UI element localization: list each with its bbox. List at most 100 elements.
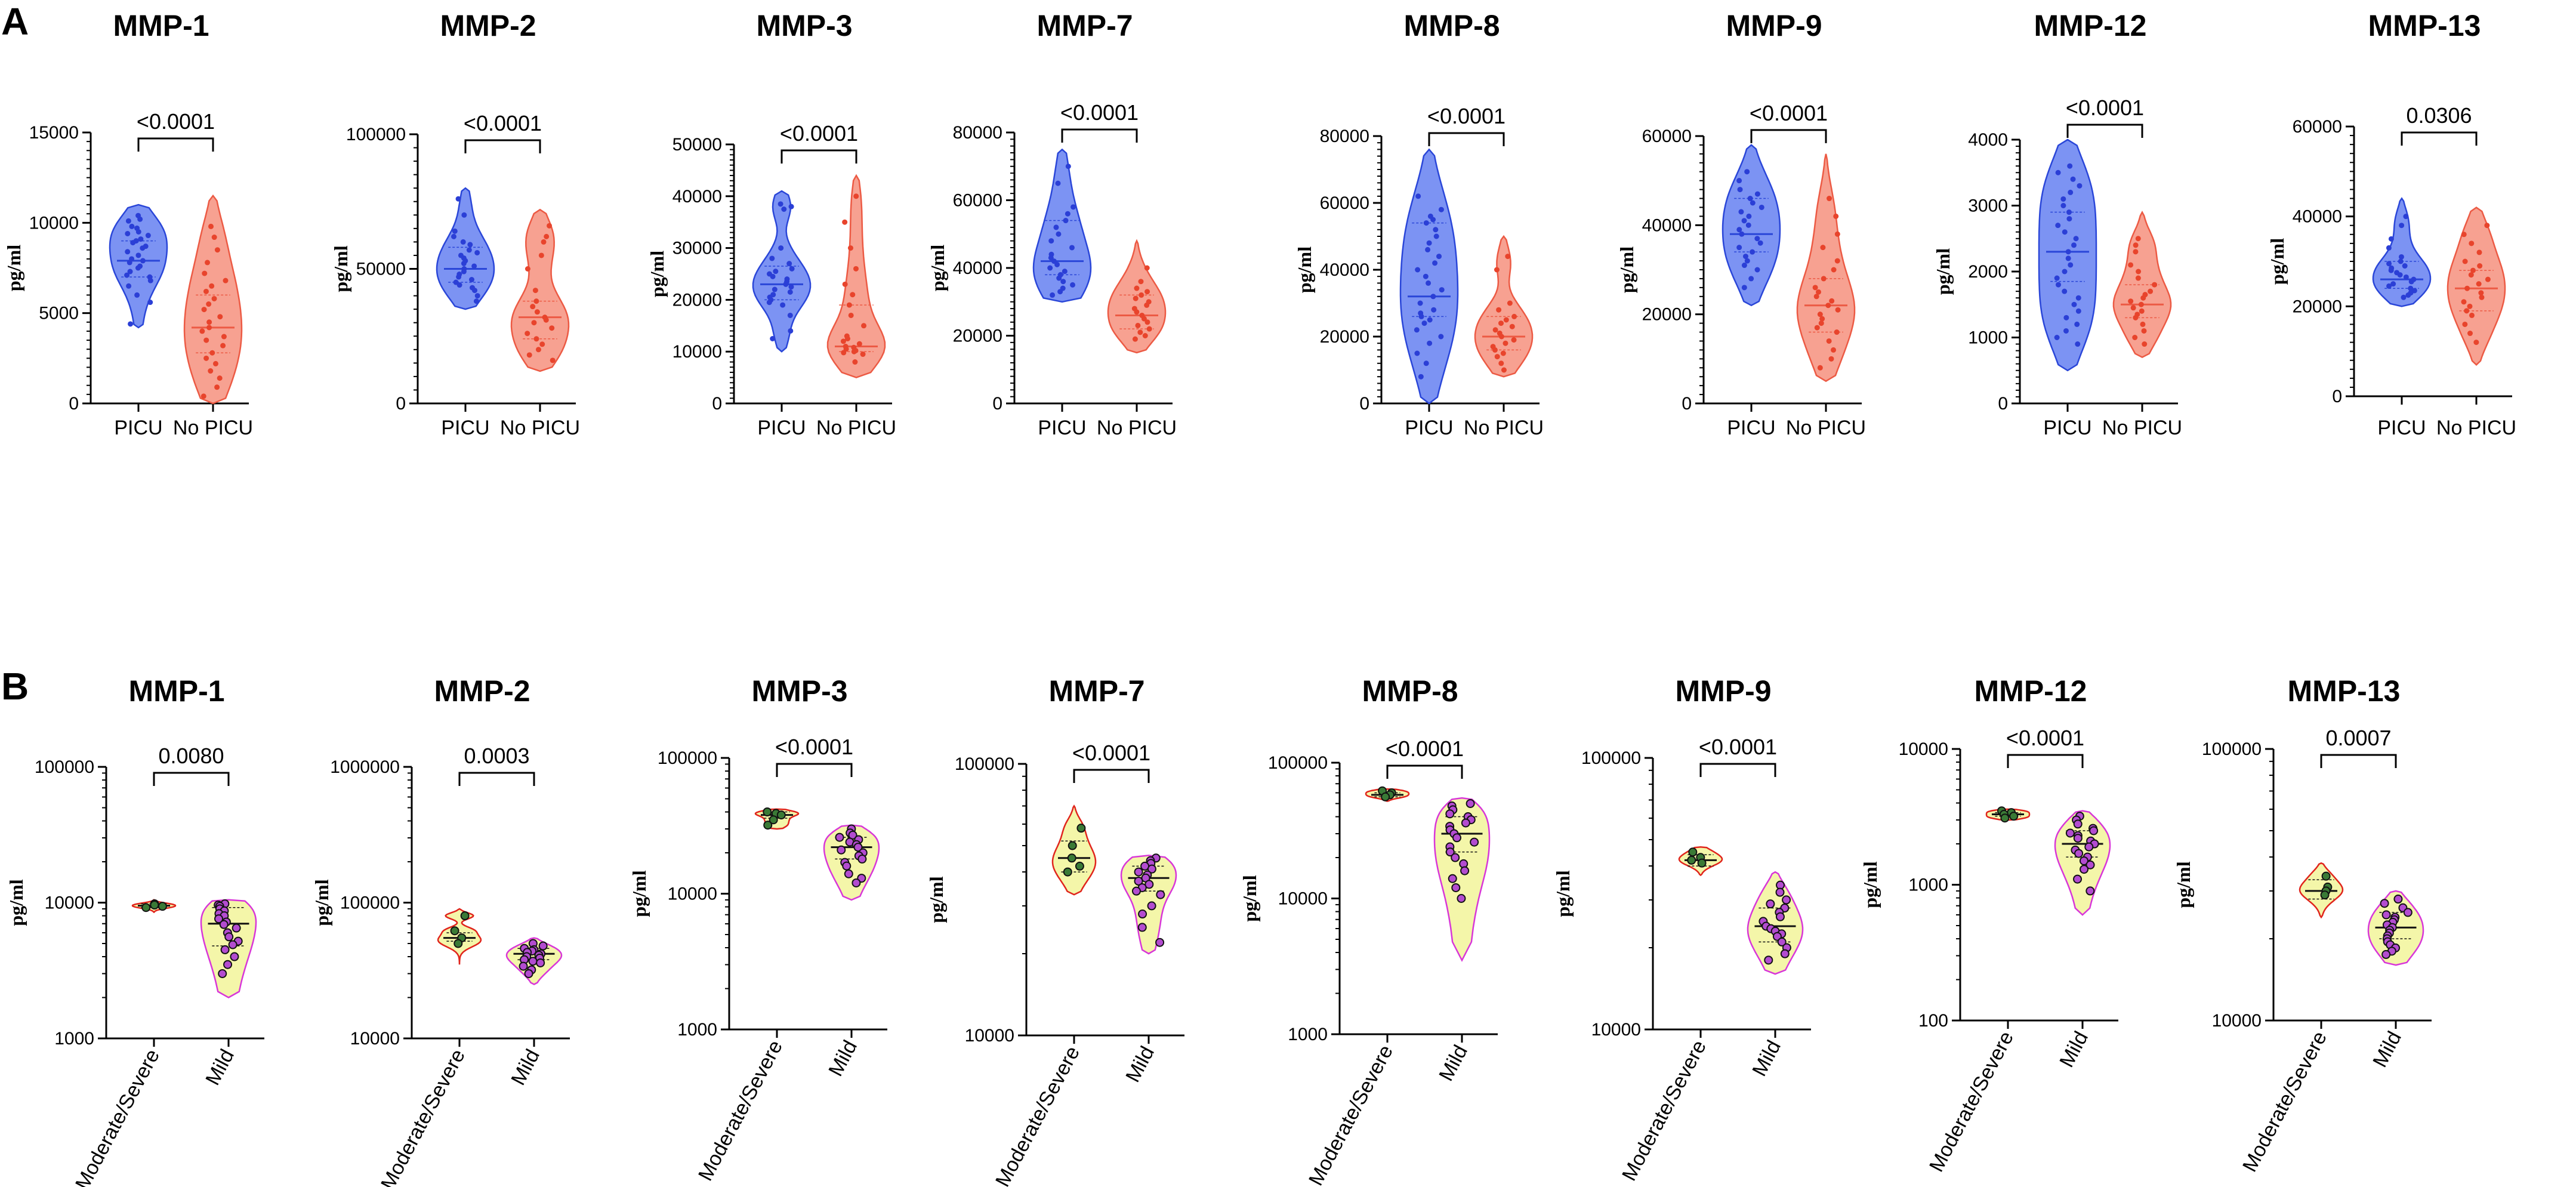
data-point: [1748, 276, 1754, 282]
data-point: [847, 245, 853, 251]
data-point: [2056, 282, 2062, 288]
data-point: [141, 903, 151, 912]
data-point: [125, 249, 131, 255]
data-point: [1817, 365, 1823, 371]
data-point: [1820, 245, 1826, 251]
data-point: [1814, 325, 1820, 331]
data-point: [763, 821, 773, 830]
data-point: [214, 914, 224, 924]
data-point: [2388, 236, 2394, 242]
data-point: [780, 302, 786, 308]
data-point: [532, 288, 538, 294]
y-tick-label: 0: [2332, 387, 2342, 406]
y-tick-label: 1000: [54, 1029, 94, 1049]
data-point: [140, 245, 146, 251]
category-label: Mild: [1748, 1037, 1785, 1080]
p-value-label: <0.0001: [1427, 104, 1506, 128]
data-point: [134, 292, 140, 298]
y-tick-label: 40000: [672, 187, 722, 206]
data-point: [1507, 300, 1513, 306]
data-point: [851, 349, 857, 354]
data-point: [208, 368, 214, 374]
data-point: [845, 336, 851, 341]
data-point: [456, 274, 462, 280]
y-tick-label: 1000000: [330, 757, 400, 777]
data-point: [460, 239, 466, 245]
data-point: [2077, 183, 2083, 189]
data-point: [1146, 326, 1152, 332]
data-point: [1063, 218, 1069, 224]
data-point: [1147, 901, 1156, 911]
y-tick-label: 100000: [35, 757, 94, 777]
data-point: [1819, 316, 1825, 322]
data-point: [471, 263, 477, 269]
data-point: [842, 219, 848, 225]
data-point: [547, 223, 553, 229]
data-point: [219, 920, 229, 929]
y-axis-label: pg/ml: [1239, 875, 1260, 921]
data-point: [1132, 336, 1138, 342]
y-tick-label: 40000: [2293, 207, 2342, 227]
y-tick-label: 50000: [672, 135, 722, 155]
data-point: [201, 307, 207, 313]
chart-b-mmp-2: MMP-2 10000 100000 1000000 pg/ml Moderate/Sev…: [311, 674, 570, 1187]
violin-moderate-severe: [437, 908, 482, 965]
data-point: [2009, 812, 2019, 821]
p-value-label: 0.0080: [158, 744, 224, 768]
data-point: [1056, 275, 1062, 281]
data-point: [2468, 272, 2474, 278]
data-point: [2060, 203, 2066, 208]
data-point: [2075, 295, 2081, 301]
data-point: [788, 328, 794, 334]
data-point: [2060, 196, 2066, 202]
data-point: [1503, 340, 1508, 346]
data-point: [461, 269, 467, 275]
data-point: [1056, 231, 1062, 237]
y-axis-label: pg/ml: [1616, 246, 1637, 293]
violin-body: [2038, 138, 2097, 372]
violin-no-picu: [1107, 239, 1167, 354]
data-point: [2084, 842, 2094, 852]
data-point: [544, 233, 550, 239]
data-point: [1782, 895, 1791, 905]
violin-no-picu: [2447, 206, 2506, 366]
significance-bracket: [1428, 132, 1505, 146]
data-point: [467, 242, 473, 248]
data-point: [1498, 334, 1504, 340]
data-point: [1509, 323, 1515, 329]
data-point: [1433, 233, 1439, 239]
data-point: [857, 854, 867, 864]
data-point: [450, 926, 459, 936]
violin-body: [1051, 804, 1097, 896]
data-point: [1430, 294, 1436, 300]
data-point: [1421, 320, 1427, 326]
data-point: [1754, 191, 1760, 197]
data-point: [2393, 895, 2403, 904]
data-point: [230, 952, 239, 961]
data-point: [1070, 282, 1076, 288]
chart-title: MMP-7: [1048, 674, 1144, 708]
y-axis-label: pg/ml: [1294, 246, 1315, 293]
data-point: [772, 286, 778, 292]
data-point: [200, 393, 206, 399]
y-axis-label: pg/ml: [927, 245, 948, 291]
violin-mild: [1120, 853, 1177, 955]
data-point: [1466, 798, 1475, 808]
data-point: [2128, 298, 2134, 304]
data-point: [147, 300, 153, 306]
data-point: [2473, 340, 2479, 346]
chart-a-mmp-7: MMP-7 0 20000 40000 60000 80000 pg/ml PICU No PI…: [927, 9, 1177, 439]
chart-title: MMP-8: [1403, 9, 1500, 42]
data-point: [1736, 227, 1742, 233]
panel-label-b: B: [1, 665, 29, 708]
data-point: [543, 317, 549, 323]
data-point: [1741, 285, 1747, 291]
data-point: [150, 901, 159, 910]
y-tick-label: 40000: [953, 258, 1002, 278]
data-point: [788, 284, 794, 290]
data-point: [853, 193, 859, 199]
p-value-label: <0.0001: [1386, 736, 1464, 761]
data-point: [1741, 263, 1747, 269]
data-point: [549, 325, 555, 331]
